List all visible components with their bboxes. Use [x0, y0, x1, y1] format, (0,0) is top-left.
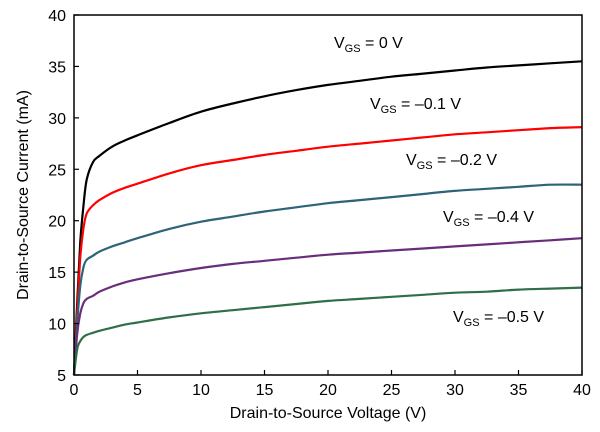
series-line-2 [72, 183, 583, 376]
x-tick-label: 10 [192, 382, 210, 399]
y-tick-label: 40 [48, 8, 66, 25]
y-tick-label: 20 [48, 214, 66, 231]
y-axis-title: Drain-to-Source Current (mA) [15, 90, 32, 300]
annotation-vgs-04: VGS = –0.4 V [443, 209, 534, 229]
x-tick-label: 5 [133, 382, 142, 399]
annotation-vgs-01: VGS = –0.1 V [370, 96, 461, 116]
x-tick-label: 30 [446, 382, 464, 399]
x-tick-label: 0 [70, 382, 79, 399]
x-tick-label: 40 [573, 382, 591, 399]
series-line-0 [72, 60, 583, 376]
annotation-vgs-05: VGS = –0.5 V [453, 309, 544, 329]
series-line-4 [72, 286, 583, 376]
x-axis-title: Drain-to-Source Voltage (V) [230, 405, 427, 422]
x-tick-label: 35 [510, 382, 528, 399]
annotations: VGS = 0 V VGS = –0.1 V VGS = –0.2 V VGS … [334, 35, 544, 329]
x-tick-label: 25 [383, 382, 401, 399]
series-line-3 [72, 237, 583, 376]
series-layer [72, 60, 583, 376]
x-tick-label: 20 [319, 382, 337, 399]
y-tick-label: 15 [48, 265, 66, 282]
plot-background [74, 15, 582, 375]
y-axis-ticks: 5 10 15 20 25 30 35 40 [48, 8, 79, 385]
y-tick-label: 35 [48, 59, 66, 76]
annotation-vgs-02: VGS = –0.2 V [406, 152, 497, 172]
series-line-1 [72, 126, 583, 376]
annotation-vgs-0: VGS = 0 V [334, 35, 403, 55]
x-axis-ticks: 0 5 10 15 20 25 30 35 40 [70, 370, 591, 399]
x-tick-label: 15 [256, 382, 274, 399]
y-tick-label: 5 [57, 368, 66, 385]
y-tick-label: 25 [48, 162, 66, 179]
y-tick-label: 30 [48, 111, 66, 128]
y-tick-label: 10 [48, 317, 66, 334]
